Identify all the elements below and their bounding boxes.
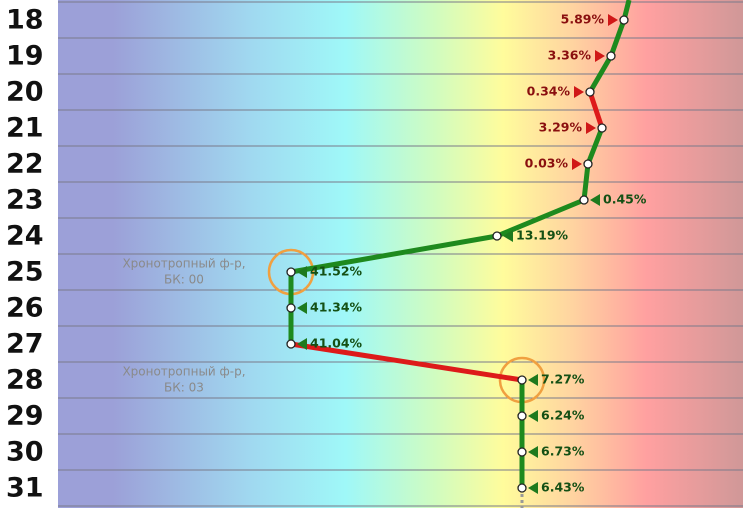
segment xyxy=(585,127,605,165)
row-label: 26 xyxy=(6,293,44,324)
marker xyxy=(586,122,596,134)
point xyxy=(597,123,607,133)
row-label: 19 xyxy=(6,41,44,72)
marker xyxy=(590,194,600,206)
row-label: 30 xyxy=(6,437,44,468)
value-label: 13.19% xyxy=(516,228,569,243)
value-label: 3.29% xyxy=(539,120,583,135)
value-label: 41.04% xyxy=(310,336,363,351)
point xyxy=(579,195,589,205)
row-label: 23 xyxy=(6,185,44,216)
row-label: 29 xyxy=(6,401,44,432)
point xyxy=(585,87,595,97)
marker xyxy=(608,14,618,26)
marker xyxy=(572,158,582,170)
marker xyxy=(503,230,513,242)
point xyxy=(606,51,616,61)
marker xyxy=(297,266,307,278)
value-label: 41.52% xyxy=(310,264,363,279)
plot: Хронотропный ф-р, БК: 00 Хронотропный ф-р,… xyxy=(6,0,743,508)
row-label: 24 xyxy=(6,221,44,252)
row-label: 25 xyxy=(6,257,44,288)
marker xyxy=(528,410,538,422)
row-label: 31 xyxy=(6,473,44,504)
marker xyxy=(297,302,307,314)
marker xyxy=(574,86,584,98)
point xyxy=(286,267,296,277)
value-label: 6.43% xyxy=(541,480,585,495)
point xyxy=(286,339,296,349)
value-label: 6.73% xyxy=(541,444,585,459)
row-label: 27 xyxy=(6,329,44,360)
point xyxy=(517,447,527,457)
row-label: 20 xyxy=(6,77,44,108)
marker xyxy=(595,50,605,62)
segment xyxy=(496,197,585,239)
segment xyxy=(587,91,605,129)
marker xyxy=(528,446,538,458)
value-label: 41.34% xyxy=(310,300,363,315)
marker xyxy=(528,374,538,386)
row-label: 18 xyxy=(6,5,44,36)
marker xyxy=(528,482,538,494)
segment xyxy=(290,233,498,275)
segment xyxy=(290,341,523,383)
segment xyxy=(581,163,591,201)
point xyxy=(492,231,502,241)
value-label: 7.27% xyxy=(541,372,585,387)
point xyxy=(517,375,527,385)
point xyxy=(619,15,629,25)
annotation: Хронотропный ф-р, xyxy=(122,365,245,379)
segment xyxy=(587,54,614,94)
segment xyxy=(608,19,627,57)
value-label: 5.89% xyxy=(561,12,605,27)
row-label: 28 xyxy=(6,365,44,396)
marker xyxy=(297,338,307,350)
point xyxy=(583,159,593,169)
annotation: БК: 03 xyxy=(164,381,204,395)
value-label: 6.24% xyxy=(541,408,585,423)
row-label: 22 xyxy=(6,149,44,180)
value-label: 0.03% xyxy=(525,156,569,171)
value-label: 3.36% xyxy=(548,48,592,63)
point xyxy=(517,483,527,493)
annotation: Хронотропный ф-р, xyxy=(122,257,245,271)
row-label: 21 xyxy=(6,113,44,144)
value-label: 0.45% xyxy=(603,192,647,207)
point xyxy=(286,303,296,313)
annotation: БК: 00 xyxy=(164,273,204,287)
value-label: 0.34% xyxy=(527,84,571,99)
point xyxy=(517,411,527,421)
